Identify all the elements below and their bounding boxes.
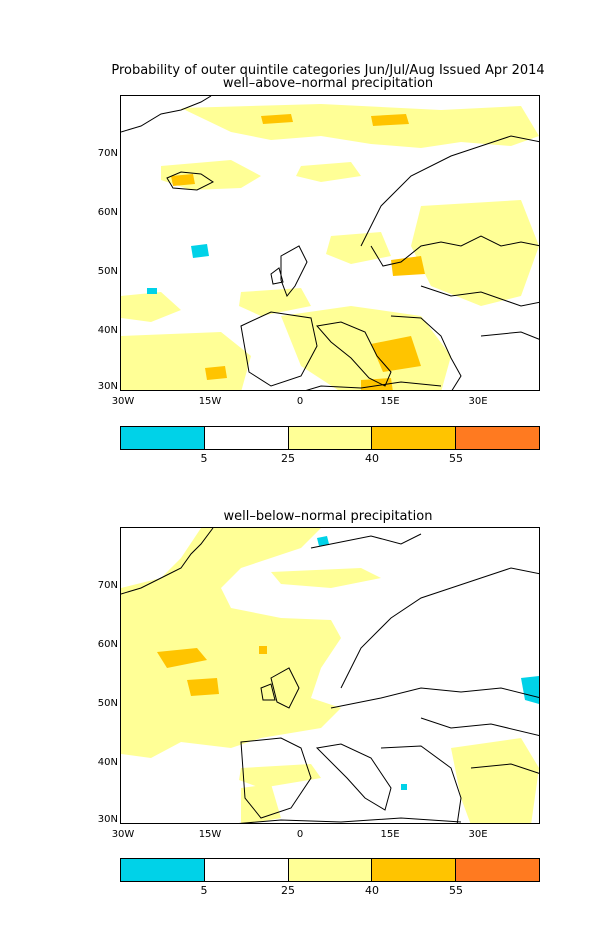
lat-label: 60N [97,207,118,218]
colorbar-tick: 5 [200,452,208,465]
colorbar-above [120,426,540,450]
lon-label: 0 [296,829,304,840]
lon-label: 15W [198,829,222,840]
lon-label: 30E [468,829,488,840]
colorbar-tick: 55 [449,884,463,897]
lon-label: 30W [111,829,135,840]
colorbar-tick: 55 [449,452,463,465]
map-panel-above-normal [120,95,540,391]
lon-label: 15W [198,396,222,407]
lon-label: 15E [380,396,400,407]
map-panel-below-normal [120,527,540,824]
lat-label: 40N [97,325,118,336]
panel-1-subtitle: well–above–normal precipitation [222,76,434,91]
lon-label: 15E [380,829,400,840]
colorbar-swatch [204,859,289,881]
probability-shading-below [121,528,539,823]
colorbar-swatch [456,859,539,881]
figure-title: Probability of outer quintile categories… [111,63,545,78]
panel-2-subtitle: well–below–normal precipitation [223,509,433,524]
map-below-normal-drawing [121,528,539,823]
colorbar-tick: 25 [281,452,295,465]
lat-label: 30N [97,381,118,392]
lat-label: 70N [97,580,118,591]
lat-label: 50N [97,698,118,709]
colorbar-tick: 5 [200,884,208,897]
lon-label: 30W [111,396,135,407]
lat-label: 70N [97,148,118,159]
lon-label: 30E [468,396,488,407]
colorbar-swatch [288,427,373,449]
colorbar-swatch [372,859,457,881]
colorbar-swatch [204,427,289,449]
lon-label: 0 [296,396,304,407]
colorbar-swatch [456,427,539,449]
coastlines-below [121,528,539,823]
lat-label: 50N [97,266,118,277]
map-above-normal-drawing [121,96,539,390]
colorbar-tick: 40 [365,884,379,897]
colorbar-swatch [372,427,457,449]
lat-label: 60N [97,639,118,650]
coastlines-above [121,96,539,390]
colorbar-tick: 40 [365,452,379,465]
lat-label: 30N [97,814,118,825]
colorbar-swatch [121,859,205,881]
colorbar-below [120,858,540,882]
colorbar-tick: 25 [281,884,295,897]
lat-label: 40N [97,757,118,768]
colorbar-swatch [288,859,373,881]
colorbar-swatch [121,427,205,449]
